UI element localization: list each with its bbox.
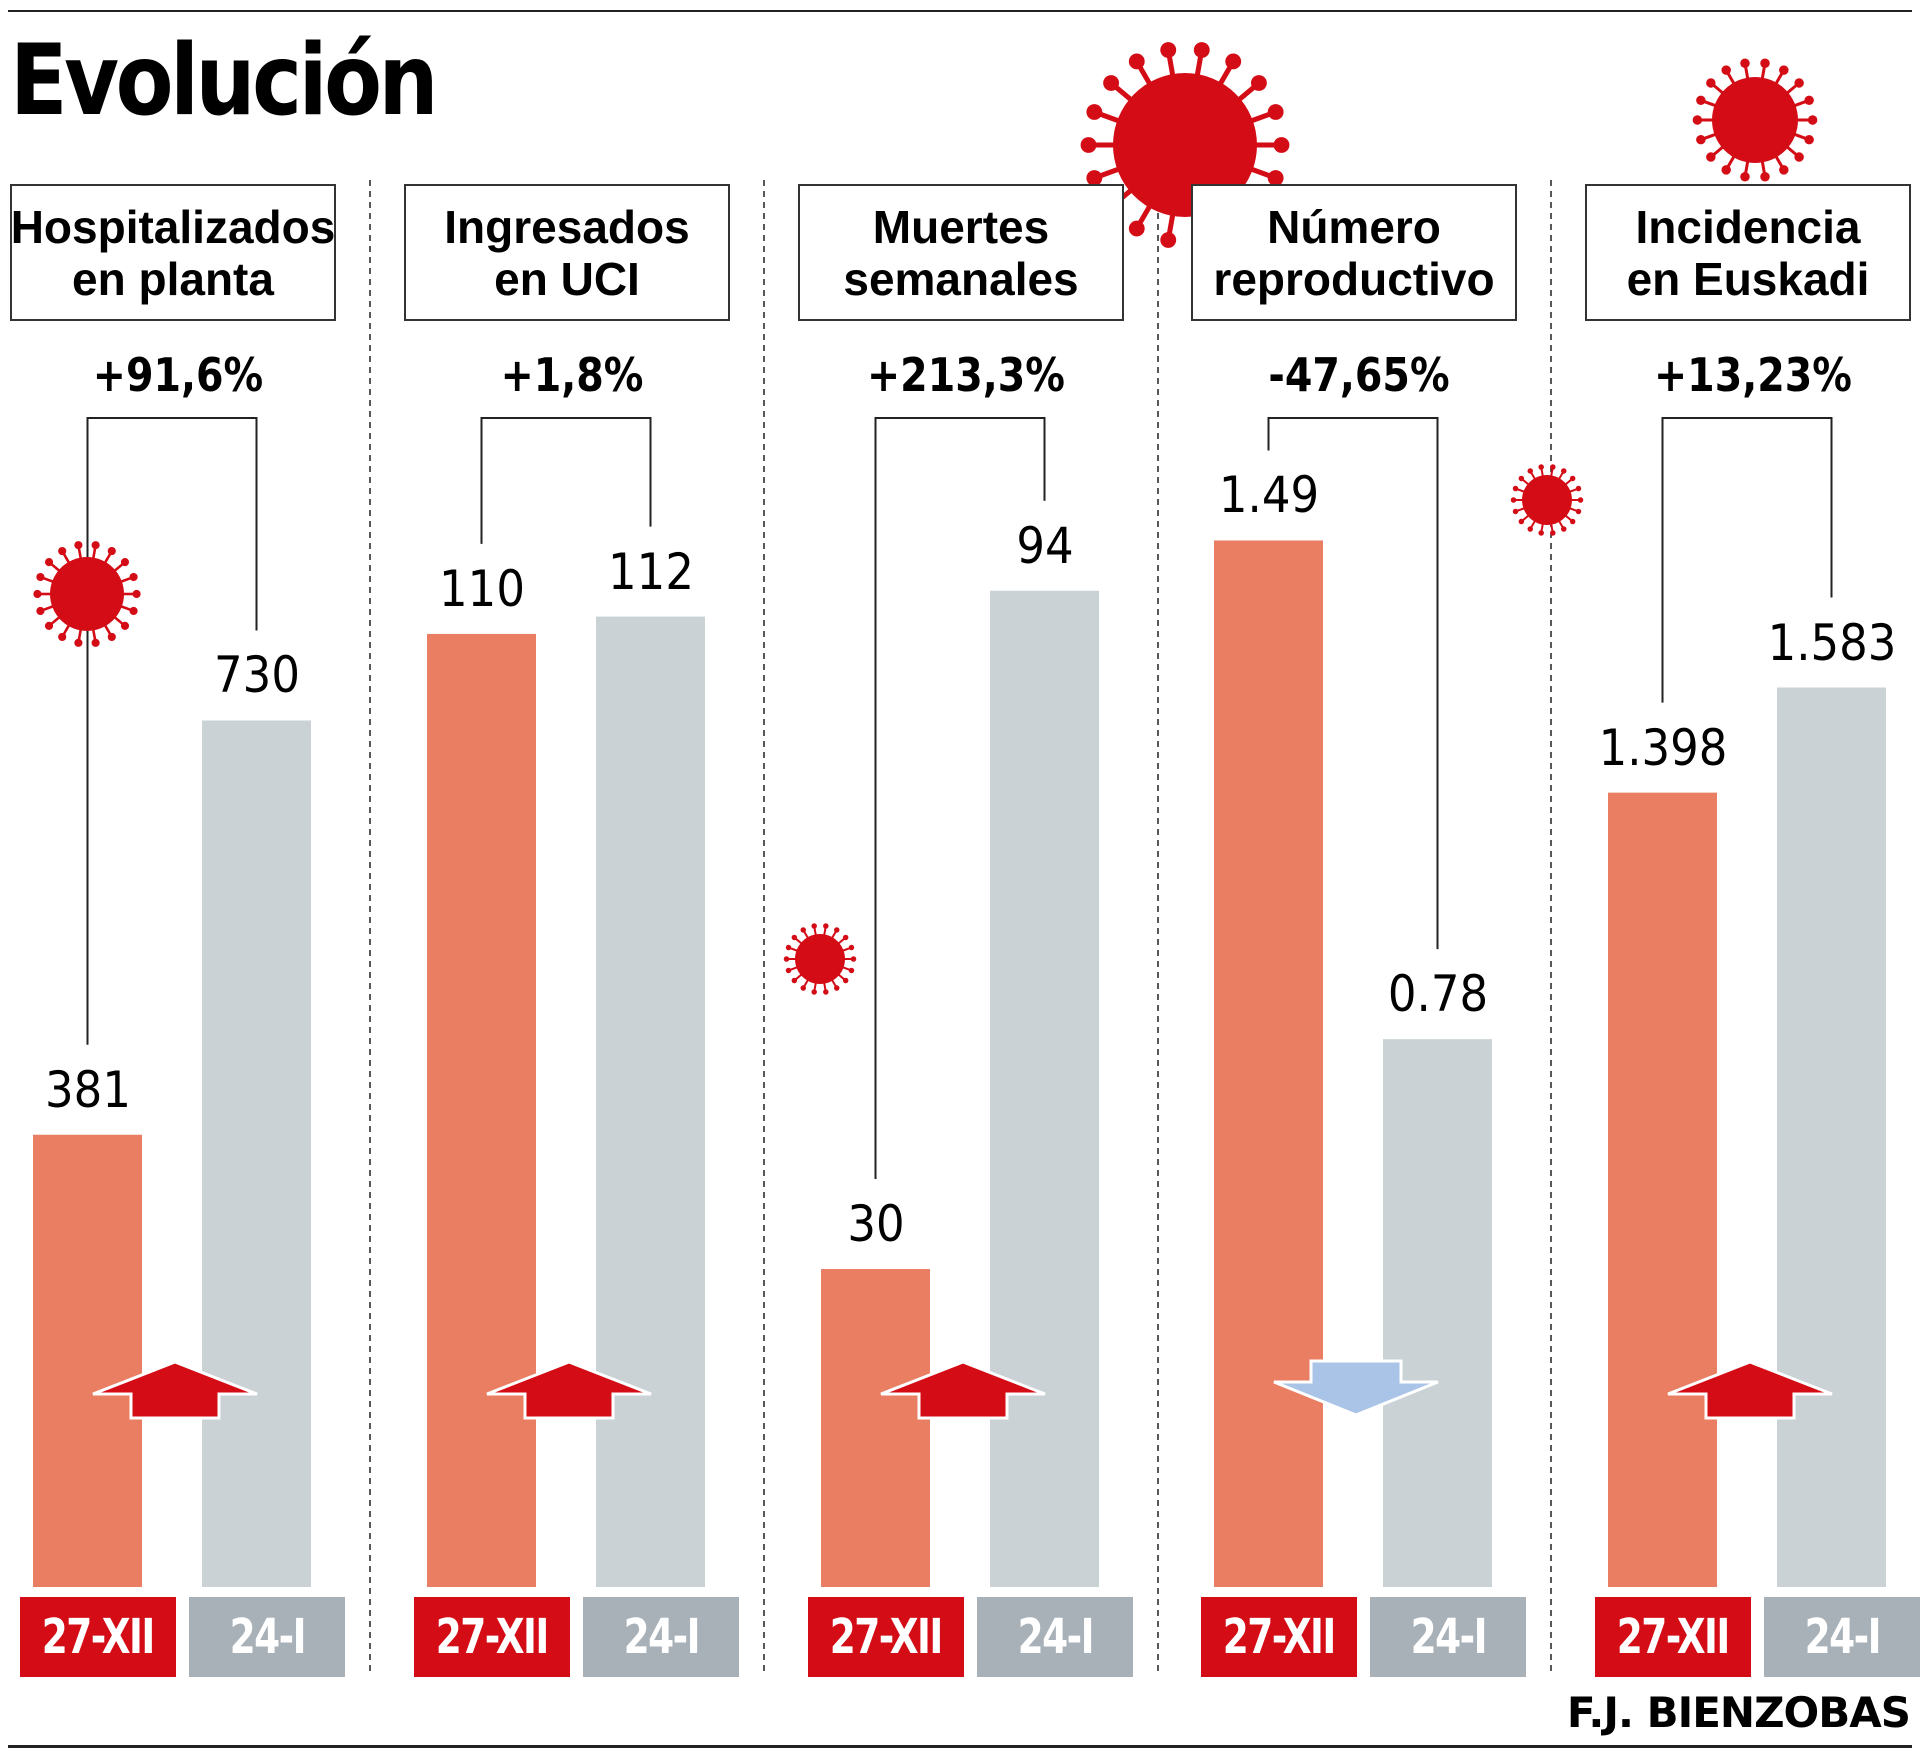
bar-24-i <box>596 616 705 1587</box>
comparison-bracket <box>1661 417 1833 703</box>
arrow-up-icon <box>880 1360 1046 1420</box>
date-tag-label: 27-XII <box>436 1609 550 1665</box>
date-tag-24-i: 24-I <box>1370 1597 1526 1677</box>
comparison-bracket <box>86 417 258 1045</box>
change-percent-label: +13,23% <box>1654 348 1852 402</box>
date-tag-label: 27-XII <box>1617 1609 1731 1665</box>
arrow-up-icon <box>92 1360 258 1420</box>
date-tag-24-i: 24-I <box>1764 1597 1920 1677</box>
bar-value-label: 110 <box>438 559 525 618</box>
comparison-bracket <box>1267 417 1439 950</box>
bar-24-i <box>202 720 311 1587</box>
bar-value-label: 30 <box>846 1195 905 1254</box>
date-tag-label: 24-I <box>1804 1609 1881 1665</box>
comparison-bracket <box>874 417 1046 1180</box>
bar-value-label: 112 <box>607 542 694 601</box>
date-tag-24-i: 24-I <box>977 1597 1133 1677</box>
change-percent-label: +213,3% <box>867 348 1065 402</box>
date-tag-27-xii: 27-XII <box>20 1597 176 1677</box>
date-tag-label: 27-XII <box>830 1609 944 1665</box>
arrow-up-icon <box>1667 1360 1833 1420</box>
virus-icon <box>1510 464 1584 536</box>
change-percent-label: +1,8% <box>500 348 644 402</box>
panel-title: Muertes semanales <box>798 184 1124 321</box>
bar-value-label: 1.398 <box>1598 718 1727 777</box>
date-tag-label: 27-XII <box>42 1609 156 1665</box>
bar-27-xii <box>427 633 536 1587</box>
change-percent-label: -47,65% <box>1268 348 1450 402</box>
date-tag-label: 27-XII <box>1223 1609 1337 1665</box>
panel-title: Número reproductivo <box>1191 184 1517 321</box>
virus-icon <box>33 541 141 647</box>
panel-title: Incidencia en Euskadi <box>1585 184 1911 321</box>
bar-27-xii <box>33 1134 142 1587</box>
panel-title: Hospitalizados en planta <box>10 184 336 321</box>
bottom-rule <box>8 1745 1912 1748</box>
bar-value-label: 1.583 <box>1767 613 1896 672</box>
date-tag-label: 24-I <box>623 1609 700 1665</box>
date-tag-24-i: 24-I <box>583 1597 739 1677</box>
date-tag-label: 24-I <box>229 1609 306 1665</box>
virus-icon <box>783 923 857 995</box>
date-tag-27-xii: 27-XII <box>414 1597 570 1677</box>
author-credit: F.J. BIENZOBAS <box>1566 1688 1911 1737</box>
date-tag-27-xii: 27-XII <box>808 1597 964 1677</box>
bar-value-label: 1.49 <box>1218 466 1319 525</box>
bar-24-i <box>1383 1039 1492 1587</box>
top-rule <box>8 10 1912 12</box>
bar-value-label: 94 <box>1015 516 1074 575</box>
change-percent-label: +91,6% <box>92 348 264 402</box>
date-tag-label: 24-I <box>1410 1609 1487 1665</box>
date-tag-24-i: 24-I <box>189 1597 345 1677</box>
virus-icon <box>1692 58 1818 182</box>
arrow-down-icon <box>1273 1359 1439 1417</box>
bar-27-xii <box>1608 792 1717 1587</box>
arrow-up-icon <box>486 1360 652 1420</box>
chart-title: Evolución <box>10 24 439 138</box>
bar-value-label: 0.78 <box>1387 965 1488 1024</box>
date-tag-label: 24-I <box>1017 1609 1094 1665</box>
bar-24-i <box>1777 687 1886 1587</box>
bar-27-xii <box>1214 540 1323 1587</box>
bar-24-i <box>990 590 1099 1587</box>
date-tag-27-xii: 27-XII <box>1201 1597 1357 1677</box>
date-tag-27-xii: 27-XII <box>1595 1597 1751 1677</box>
bar-value-label: 381 <box>44 1060 131 1119</box>
panel-title: Ingresados en UCI <box>404 184 730 321</box>
bar-value-label: 730 <box>213 646 300 705</box>
comparison-bracket <box>480 417 652 544</box>
bar-27-xii <box>821 1269 930 1587</box>
